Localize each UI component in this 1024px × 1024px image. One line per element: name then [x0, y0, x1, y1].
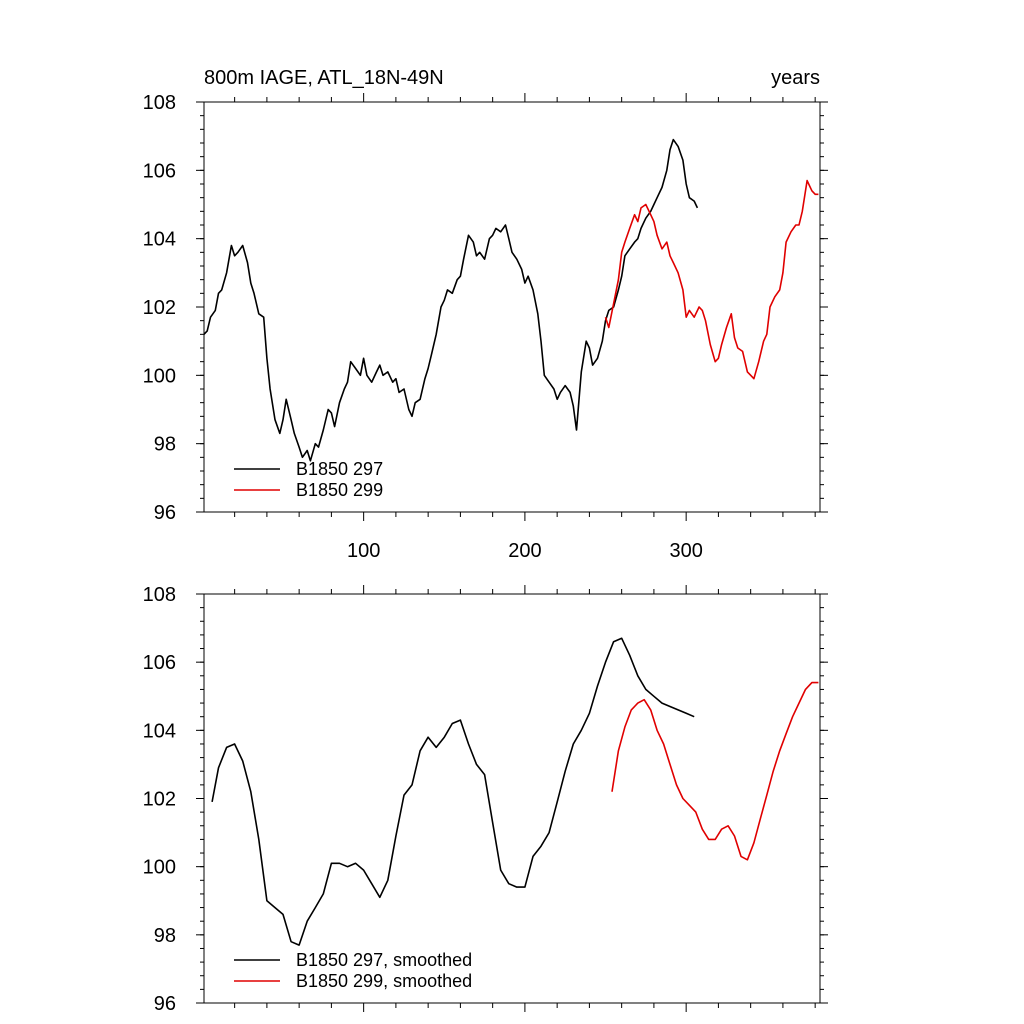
legend-label-1: B1850 297 — [296, 459, 383, 479]
y-tick-label: 100 — [143, 857, 176, 879]
y-tick-label: 102 — [143, 297, 176, 319]
bottom-panel: 96 98 100 102 104 106 108 B1850 297, smoothedB1… — [143, 584, 828, 1015]
y-tick-label: 102 — [143, 789, 176, 811]
x-tick-label: 300 — [669, 540, 702, 562]
bottom-panel-plot: 96 98 100 102 104 106 108 B1850 297, smoothedB1… — [143, 584, 828, 1015]
top-panel-units-label: years — [771, 67, 820, 89]
legend-label-1: B1850 297, smoothed — [296, 950, 472, 970]
y-tick-label: 104 — [143, 720, 176, 742]
x-tick-label: 100 — [347, 540, 380, 562]
y-tick-label: 106 — [143, 652, 176, 674]
legend-label-2: B1850 299, smoothed — [296, 971, 472, 991]
plot-frame — [203, 593, 821, 1004]
y-tick-label: 96 — [154, 502, 176, 524]
plot-frame — [203, 101, 821, 513]
y-tick-label: 108 — [143, 584, 176, 606]
top-panel-plot: 96 98 100 102 104 106 108 100 200 300 B1850 297B18… — [143, 92, 828, 562]
top-panel: 800m IAGE, ATL_18N-49N years 96 98 100 102 1… — [143, 67, 828, 562]
x-tick-label: 200 — [508, 540, 541, 562]
y-tick-label: 106 — [143, 160, 176, 182]
y-tick-label: 98 — [154, 434, 176, 456]
series-line-1 — [203, 138, 699, 462]
y-tick-label: 108 — [143, 92, 176, 114]
y-tick-label: 104 — [143, 229, 176, 251]
y-tick-label: 100 — [143, 365, 176, 387]
top-panel-title: 800m IAGE, ATL_18N-49N — [204, 67, 444, 89]
legend-label-2: B1850 299 — [296, 480, 383, 500]
series-line-2 — [604, 179, 819, 380]
y-tick-label: 98 — [154, 925, 176, 947]
series-line-1 — [211, 637, 695, 946]
series-line-2 — [611, 681, 819, 861]
y-tick-label: 96 — [154, 993, 176, 1015]
